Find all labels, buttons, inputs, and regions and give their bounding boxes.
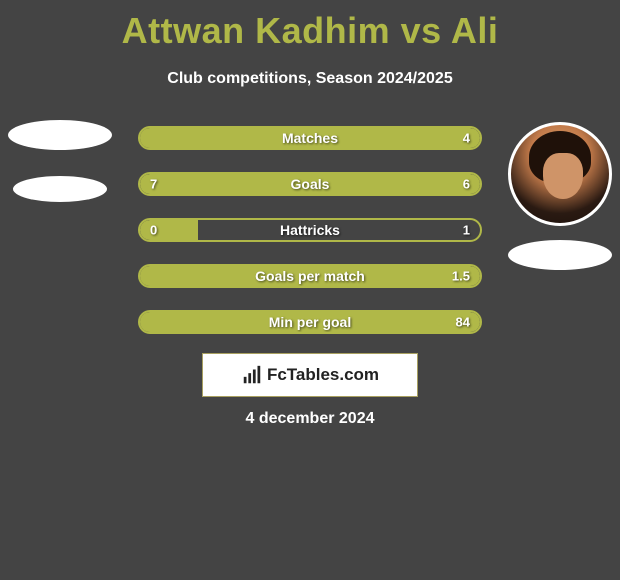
stat-label: Matches [282,130,338,146]
stat-value-left: 0 [150,223,157,238]
stat-value-right: 1.5 [452,269,470,284]
stat-label: Hattricks [280,222,340,238]
bar-fill-left [140,220,198,240]
stat-label: Goals [291,176,330,192]
stat-row-goals: 7 Goals 6 [138,172,482,196]
stat-row-hattricks: 0 Hattricks 1 [138,218,482,242]
stat-label: Min per goal [269,314,351,330]
bar-fill-left [140,174,198,194]
logo-text: FcTables.com [267,365,379,385]
avatar-placeholder [8,120,112,150]
page-title: Attwan Kadhim vs Ali [0,0,620,52]
stat-row-matches: Matches 4 [138,126,482,150]
stat-row-mpg: Min per goal 84 [138,310,482,334]
player-left-avatars [8,120,112,202]
avatar-placeholder [508,240,612,270]
chart-icon [241,364,263,386]
avatar-placeholder [13,176,107,202]
stat-value-right: 6 [463,177,470,192]
stat-value-right: 4 [463,131,470,146]
fctables-logo[interactable]: FcTables.com [202,353,418,397]
avatar [508,122,612,226]
stat-row-gpm: Goals per match 1.5 [138,264,482,288]
player-right-avatars [508,122,612,270]
subtitle: Club competitions, Season 2024/2025 [0,70,620,88]
stat-value-right: 1 [463,223,470,238]
bar-fill-right [198,174,480,194]
stats-bars: Matches 4 7 Goals 6 0 Hattricks 1 Goals … [138,126,482,334]
date: 4 december 2024 [246,410,375,428]
stat-label: Goals per match [255,268,365,284]
stat-value-right: 84 [456,315,470,330]
stat-value-left: 7 [150,177,157,192]
